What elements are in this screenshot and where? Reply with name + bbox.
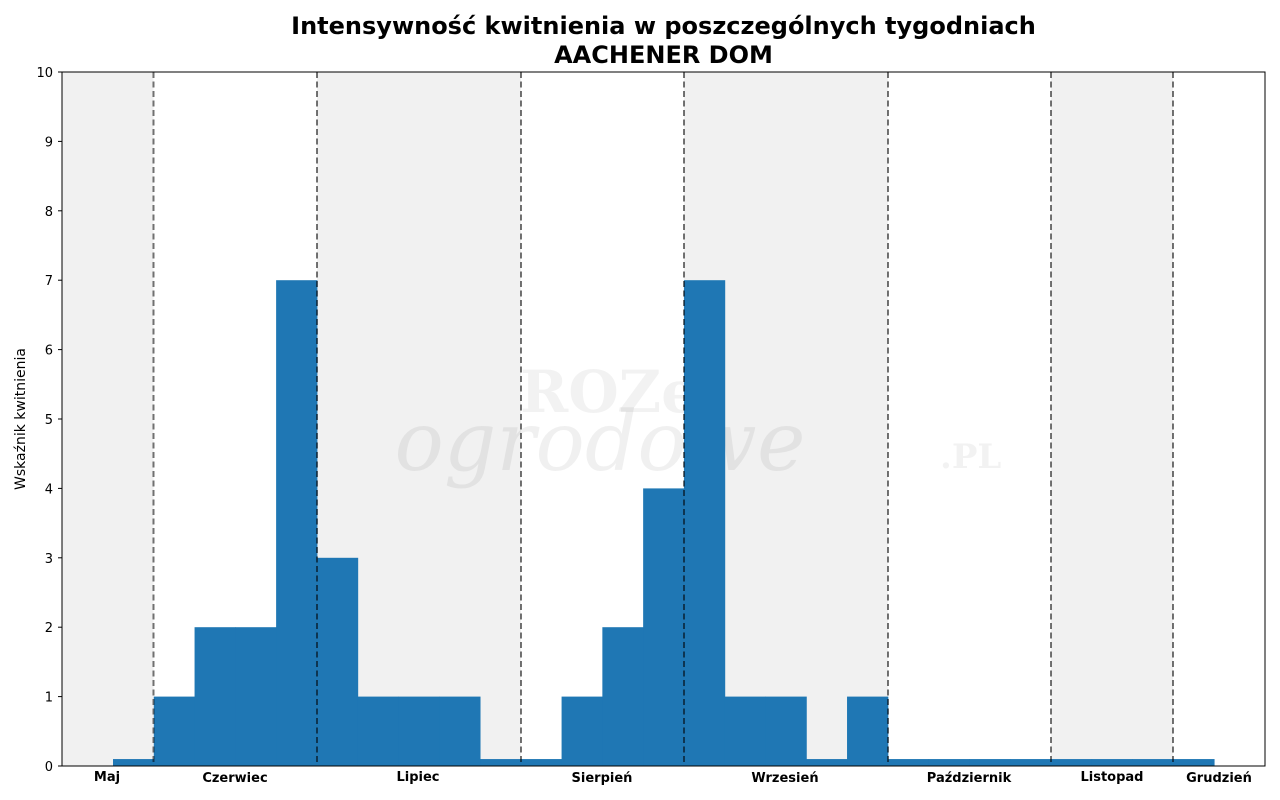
bar	[683, 280, 726, 766]
svg-text:ogrodowe: ogrodowe	[394, 395, 805, 490]
bar	[602, 627, 644, 766]
y-tick-label: 10	[36, 66, 53, 81]
bar	[806, 759, 848, 766]
y-tick-label: 5	[45, 413, 53, 428]
bar	[357, 696, 399, 766]
bar	[847, 696, 889, 766]
bar	[969, 759, 1011, 766]
bar	[113, 759, 155, 766]
month-label: Czerwiec	[202, 771, 267, 786]
bar	[1010, 759, 1052, 766]
y-tick-label: 1	[45, 691, 53, 706]
bar	[561, 696, 603, 766]
chart-title: Intensywność kwitnienia w poszczególnych…	[291, 12, 1036, 40]
bar	[235, 627, 277, 766]
month-label: Październik	[927, 771, 1012, 786]
bar	[439, 696, 481, 766]
y-tick-label: 8	[45, 205, 53, 220]
bar	[765, 696, 807, 766]
bar	[1091, 759, 1133, 766]
svg-text:.PL: .PL	[940, 437, 1001, 477]
month-label: Grudzień	[1186, 771, 1252, 786]
bar	[643, 488, 685, 766]
y-tick-label: 4	[45, 482, 53, 497]
y-tick-label: 6	[45, 344, 53, 359]
month-band	[1051, 72, 1173, 766]
bar	[316, 557, 359, 766]
bar	[520, 759, 563, 766]
month-label: Listopad	[1080, 770, 1143, 785]
bars	[113, 280, 1215, 766]
bar	[276, 280, 318, 766]
bar	[724, 696, 766, 766]
bar	[153, 696, 196, 766]
bar	[928, 759, 970, 766]
y-tick-label: 0	[45, 760, 53, 775]
month-label: Maj	[94, 770, 120, 785]
svg-text:ROZe: ROZe	[520, 358, 698, 426]
bar	[480, 759, 522, 766]
y-tick-label: 7	[45, 274, 53, 289]
month-label: Lipiec	[396, 770, 439, 785]
month-label: Sierpień	[572, 771, 633, 786]
bar	[887, 759, 930, 766]
bar	[1132, 759, 1174, 766]
month-labels: Maj Czerwiec Lipiec Sierpień Wrzesień Paździe…	[94, 770, 1252, 786]
y-tick-label: 9	[45, 135, 53, 150]
bar	[1050, 759, 1093, 766]
y-axis-ticks: 0 1 2 3 4 5 6 7 8 9 10	[36, 66, 62, 775]
y-tick-label: 3	[45, 552, 53, 567]
month-dividers	[152, 72, 1174, 766]
bar	[1173, 759, 1215, 766]
chart-subtitle: AACHENER DOM	[554, 41, 773, 69]
y-tick-label: 2	[45, 621, 53, 636]
month-band	[62, 72, 154, 766]
bar	[398, 696, 440, 766]
month-label: Wrzesień	[751, 771, 818, 786]
watermark: ROZe ogrodowe .PL	[394, 358, 1001, 490]
bar	[194, 627, 236, 766]
